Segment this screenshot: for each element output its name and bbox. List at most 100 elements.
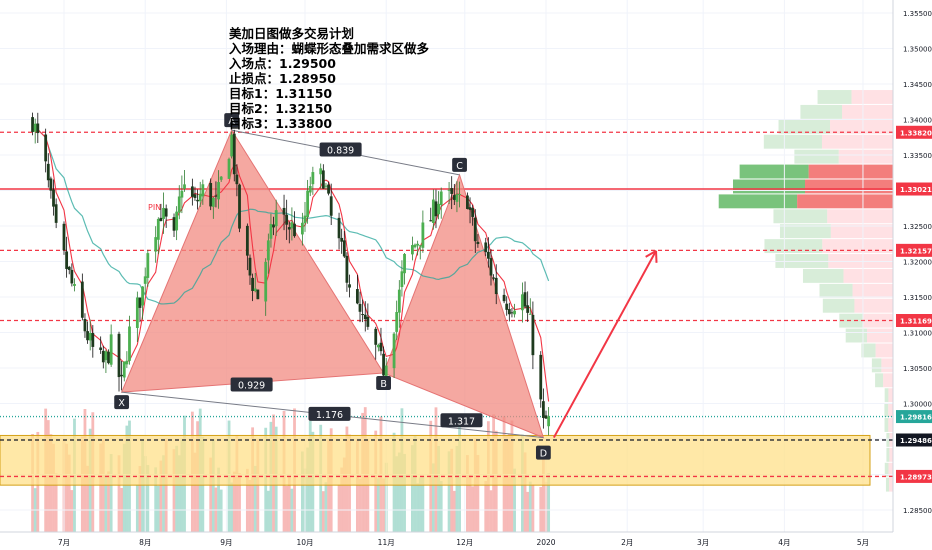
volume-bar — [52, 443, 55, 532]
candle-body — [523, 292, 527, 307]
pattern-bcd-triangle — [382, 173, 545, 439]
volume-bar — [528, 481, 532, 532]
candle-body — [172, 217, 176, 231]
candle-body — [345, 255, 349, 283]
profile-bar-down — [808, 164, 893, 179]
price-label-1.28973: 1.28973 — [896, 469, 932, 483]
candle-body — [484, 242, 488, 253]
candle-body — [49, 178, 53, 191]
profile-bar-up — [822, 298, 855, 313]
volume-bar — [439, 481, 443, 532]
pattern-point-a-text: A — [228, 116, 235, 127]
volume-bar — [266, 490, 270, 532]
candle-body — [104, 351, 108, 361]
candle-body — [418, 245, 422, 247]
candle-body — [269, 223, 273, 239]
candle-body — [128, 326, 131, 361]
candle-body — [547, 416, 551, 427]
arrow-head — [645, 249, 657, 258]
candle-body — [421, 222, 425, 248]
candle-body — [272, 224, 275, 228]
candle-body — [256, 289, 260, 300]
candle-body — [235, 174, 239, 185]
profile-bar-up — [871, 358, 882, 373]
volume-bar — [437, 445, 440, 532]
candle-body — [541, 401, 545, 418]
volume-bar — [526, 491, 530, 532]
candle-body — [411, 245, 414, 255]
candle-body — [62, 223, 66, 251]
pattern-point-a-bg — [224, 113, 240, 128]
candle-body — [33, 123, 37, 132]
price-tick-label: 1.35000 — [903, 46, 932, 54]
price-label-text: 1.28973 — [900, 473, 932, 481]
volume-bar — [306, 447, 310, 532]
candle-body — [492, 277, 496, 279]
pattern-point-c-bg — [452, 157, 467, 172]
price-label-1.32157: 1.32157 — [896, 243, 932, 257]
price-label-text: 1.31169 — [900, 318, 932, 326]
candle-body — [211, 197, 215, 207]
candle-body — [70, 269, 74, 284]
candle-body — [358, 303, 362, 312]
pattern-point-b: B — [376, 375, 391, 390]
candle-body — [311, 172, 315, 185]
candle-body — [348, 284, 351, 288]
price-tick-label: 1.31000 — [903, 330, 932, 338]
price-axis-bg — [893, 0, 932, 550]
profile-bar-up — [763, 134, 822, 149]
time-axis[interactable]: 7月 8月 9月 10月 11月 12月 2020 2月 3月 4月 5月 — [0, 531, 893, 550]
volume-bar — [230, 482, 234, 532]
candle-body — [384, 365, 388, 377]
price-label-text: 1.33021 — [900, 186, 932, 194]
profile-bar-up — [886, 447, 890, 462]
candle-body — [46, 163, 50, 181]
candle-body — [539, 354, 543, 400]
price-label-text: 1.33820 — [900, 129, 932, 137]
volume-bar — [324, 482, 328, 532]
volume-bar — [471, 486, 475, 532]
time-tick-label: 12月 — [456, 538, 473, 547]
volume-bar — [104, 475, 108, 532]
price-tick-label: 1.34500 — [903, 81, 932, 89]
pattern-point-c-text: C — [456, 161, 463, 172]
volume-bar — [154, 467, 158, 532]
profile-bar-up — [885, 477, 890, 492]
candle-body — [468, 207, 472, 210]
plan-reason: 入场理由：蝴蝶形态叠加需求区做多 — [229, 41, 430, 56]
volume-bar — [484, 480, 488, 532]
profile-bar-up — [773, 209, 828, 224]
candle-body — [473, 217, 477, 242]
candle-body — [306, 190, 310, 217]
profile-bar-down — [852, 283, 893, 298]
candle-body — [319, 168, 323, 175]
price-label-1.31169: 1.31169 — [896, 314, 932, 328]
volume-bar — [248, 480, 252, 532]
volume-bar — [468, 474, 472, 532]
profile-bar-down — [889, 447, 893, 462]
price-axis[interactable]: 1.35500 1.35000 1.34500 1.34000 1.33500 1.330… — [892, 0, 932, 550]
candle-body — [376, 344, 380, 348]
candle-body — [439, 191, 443, 205]
candle-body — [287, 227, 291, 230]
price-label-text: 1.32157 — [900, 247, 932, 255]
candle-body — [455, 194, 459, 202]
ratio-label-text: 0.839 — [327, 146, 354, 157]
plan-target-2: 目标2：1.32150 — [229, 101, 333, 116]
candle-body — [183, 184, 186, 189]
demand-zone — [0, 434, 871, 486]
plan-title: 美加日图做多交易计划 — [229, 26, 355, 41]
price-label-1.29816: 1.29816 — [896, 410, 932, 424]
pattern-point-a: A — [224, 113, 240, 128]
volume-bar — [300, 451, 304, 532]
candle-body — [502, 294, 506, 302]
candle-body — [458, 194, 461, 196]
profile-bar-down — [875, 343, 893, 358]
ratio-label-bg — [440, 413, 483, 428]
candle-body — [143, 276, 147, 284]
price-tick-label: 1.30000 — [903, 401, 932, 409]
volume-bar — [159, 460, 163, 532]
candle-body — [403, 253, 406, 274]
volume-bar — [117, 455, 121, 532]
